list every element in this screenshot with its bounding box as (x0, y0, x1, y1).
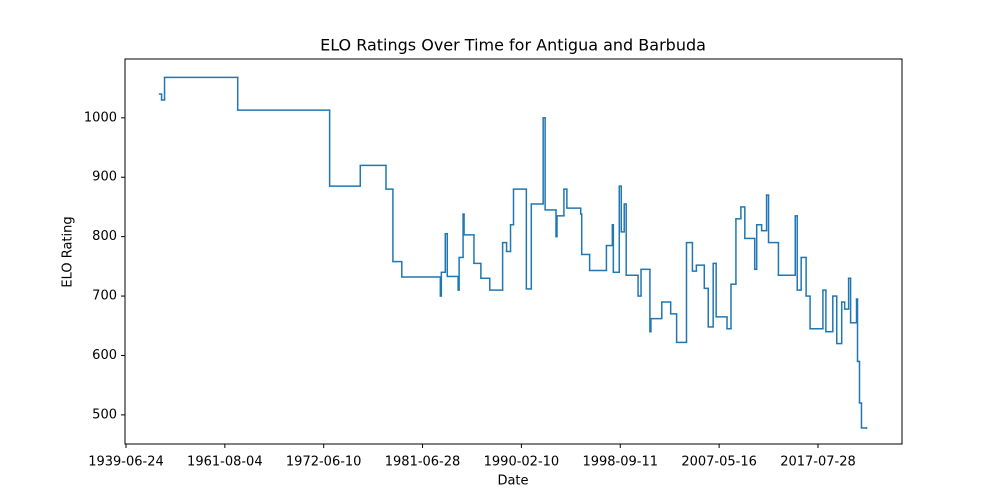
y-tick-label: 500 (92, 407, 117, 422)
x-tick-label: 1998-09-11 (582, 455, 658, 470)
chart-title: ELO Ratings Over Time for Antigua and Ba… (320, 36, 706, 55)
x-tick-label: 1939-06-24 (88, 455, 164, 470)
y-tick-label: 800 (92, 229, 117, 244)
x-tick-label: 1990-02-10 (484, 455, 560, 470)
y-tick-label: 700 (92, 289, 117, 304)
y-tick-label: 1000 (84, 110, 117, 125)
x-tick-label: 1961-08-04 (187, 455, 263, 470)
y-axis-label: ELO Rating (61, 216, 76, 287)
x-axis-label: Date (497, 474, 528, 489)
x-tick-label: 1972-06-10 (286, 455, 362, 470)
x-tick-label: 2017-07-28 (780, 455, 856, 470)
x-tick-label: 2007-05-16 (681, 455, 757, 470)
y-tick-label: 900 (92, 170, 117, 185)
y-tick-label: 600 (92, 348, 117, 363)
plot-frame (124, 58, 903, 445)
x-tick-label: 1981-06-28 (385, 455, 461, 470)
